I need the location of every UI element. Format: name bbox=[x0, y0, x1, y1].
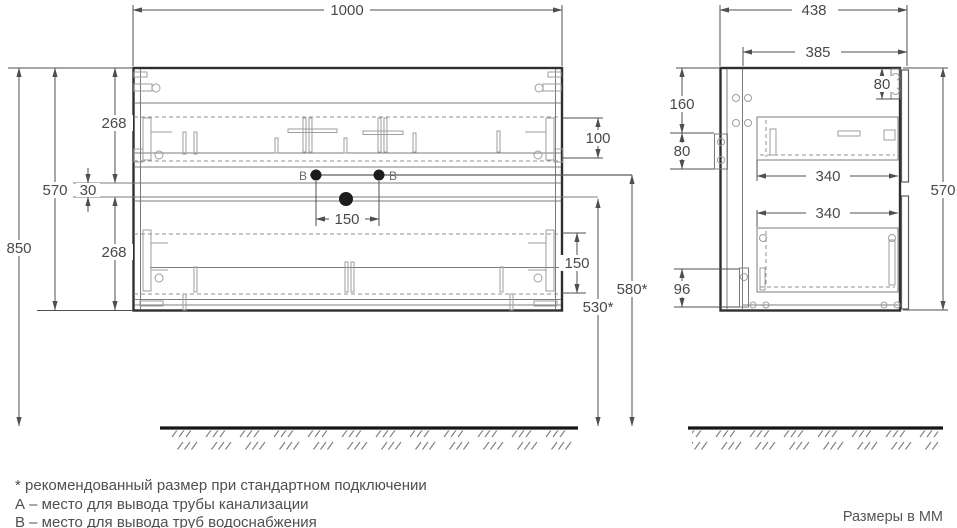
supply-label-right: B bbox=[389, 169, 397, 183]
front-dimensions: 1000 850 570 268 268 30 bbox=[1, 2, 653, 427]
legend-a-note: А – место для вывода трубы канализации bbox=[15, 496, 308, 513]
front-view: B B bbox=[73, 66, 632, 312]
dim-front-width-label: 1000 bbox=[330, 2, 363, 19]
dim-front-width: 1000 bbox=[132, 2, 563, 66]
dim-front-gap: 30 bbox=[76, 168, 100, 212]
dim-front-bottom-drawer-label: 268 bbox=[101, 244, 126, 261]
dim-front-inner-top: 100 bbox=[562, 117, 616, 159]
supply-outlet-dot-left bbox=[310, 169, 322, 181]
mount-bracket-top bbox=[714, 133, 728, 170]
dim-side-top-drawer-depth: 340 bbox=[756, 160, 899, 185]
dim-side-rail-height-label: 80 bbox=[874, 76, 891, 93]
dim-side-bottom-drawer-depth: 340 bbox=[756, 205, 899, 227]
side-drawer-top bbox=[756, 116, 899, 161]
dim-side-cabinet-height-label: 570 bbox=[930, 182, 955, 199]
legend-b-note: В – место для вывода труб водоснабжения bbox=[15, 514, 317, 528]
dim-side-total-depth: 438 bbox=[719, 2, 908, 66]
side-dimensions: 438 385 80 160 80 bbox=[663, 2, 957, 311]
dim-front-cabinet-height-label: 570 bbox=[42, 182, 67, 199]
front-cabinet-outline bbox=[132, 66, 564, 312]
supply-label-left: B bbox=[299, 169, 307, 183]
mount-bracket-bottom bbox=[739, 267, 749, 308]
dim-front-faucet-spacing-label: 150 bbox=[334, 211, 359, 228]
drain-outlet-dot bbox=[339, 192, 353, 206]
units-note: Размеры в ММ bbox=[843, 509, 943, 525]
floor-hatch-left bbox=[170, 430, 572, 450]
drawer-front-top-edge bbox=[900, 69, 910, 183]
side-drawer-bottom bbox=[756, 227, 899, 293]
dim-side-bottom-mount-height: 96 bbox=[667, 268, 739, 308]
front-hardware bbox=[133, 71, 564, 311]
dim-front-top-drawer: 268 bbox=[96, 67, 133, 184]
dim-side-mount-offset: 160 bbox=[663, 67, 719, 134]
dim-front-inner-bottom: 150 bbox=[559, 232, 595, 294]
legend: * рекомендованный размер при стандартном… bbox=[15, 477, 943, 528]
dim-front-faucet-spacing: 150 bbox=[315, 181, 380, 228]
dim-side-top-drawer-depth-label: 340 bbox=[815, 168, 840, 185]
dim-front-gap-label: 30 bbox=[80, 182, 97, 199]
dim-side-total-depth-label: 438 bbox=[801, 2, 826, 19]
dim-side-bottom-mount-height-label: 96 bbox=[674, 281, 691, 298]
supply-outlet-dot-right bbox=[373, 169, 385, 181]
dim-side-mount-offset-label: 160 bbox=[669, 96, 694, 113]
dim-front-supply-height: 580* bbox=[611, 174, 653, 427]
floor bbox=[160, 426, 943, 450]
drawer-front-bottom-edge bbox=[900, 195, 910, 310]
dim-side-mount-height: 80 bbox=[667, 132, 714, 170]
floor-hatch-right bbox=[692, 430, 938, 450]
dim-front-top-drawer-label: 268 bbox=[101, 115, 126, 132]
dim-front-total-height: 850 bbox=[1, 67, 37, 427]
dim-front-drain-height-label: 530* bbox=[583, 299, 614, 316]
dim-side-inner-depth: 385 bbox=[742, 44, 908, 66]
dim-side-cabinet-height: 570 bbox=[903, 67, 957, 311]
dim-side-rail-height: 80 bbox=[867, 67, 901, 100]
dim-front-supply-height-label: 580* bbox=[617, 281, 648, 298]
dim-front-inner-bottom-label: 150 bbox=[564, 255, 589, 272]
dim-side-inner-depth-label: 385 bbox=[805, 44, 830, 61]
side-cabinet-outline bbox=[719, 66, 902, 312]
dim-side-mount-height-label: 80 bbox=[674, 143, 691, 160]
dim-side-bottom-drawer-depth-label: 340 bbox=[815, 205, 840, 222]
dim-front-drain-height: 530* bbox=[577, 198, 619, 427]
legend-recommended-note: * рекомендованный размер при стандартном… bbox=[15, 477, 427, 494]
dim-front-cabinet-height: 570 bbox=[37, 67, 73, 311]
dim-front-inner-top-label: 100 bbox=[585, 130, 610, 147]
dim-front-bottom-drawer: 268 bbox=[96, 196, 133, 311]
side-view bbox=[714, 66, 910, 312]
dim-front-total-height-label: 850 bbox=[6, 240, 31, 257]
